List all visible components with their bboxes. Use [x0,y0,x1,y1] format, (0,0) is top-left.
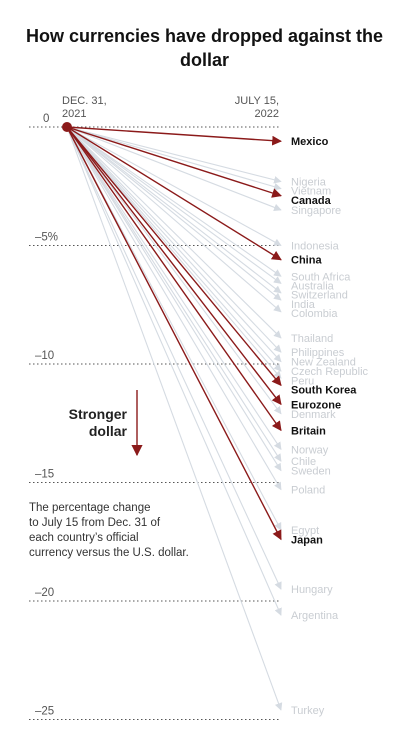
series-label-argentina: Argentina [291,610,339,622]
series-arrow-philippines [66,126,282,353]
series-label-hungary: Hungary [291,584,333,596]
series-label-mexico: Mexico [291,136,329,148]
series-label-eurozone: Eurozone [291,399,341,411]
y-tick-label: –5% [35,232,58,244]
series-label-peru: Peru [291,375,314,387]
gridlines [29,126,281,720]
y-axis-ticks: 0 –5% –10 –15 –20 –25 [35,113,58,718]
series-arrow-indonesia [66,126,282,246]
series-label-japan: Japan [291,534,323,546]
series-label-vietnam: Vietnam [291,186,331,198]
series-label-sweden: Sweden [291,466,331,478]
series-arrow-china [66,126,282,261]
y-tick-label: –15 [35,469,54,481]
series-arrow-australia [66,126,282,284]
series-label-canada: Canada [291,195,332,207]
note-line1: The percentage change [29,502,150,514]
series-label-south-korea: South Korea [291,385,357,397]
series-label-britain: Britain [291,425,326,437]
series-label-india: India [291,299,316,311]
series-arrow-denmark [66,126,282,415]
series-arrow-south-africa [66,126,282,277]
highlighted-series: Mexico Canada China South Korea Eurozone Brit… [66,126,357,546]
series-arrow-india [66,126,282,301]
end-date-line2: 2022 [255,108,279,120]
series-label-czech-republic: Czech Republic [291,366,369,378]
date-labels: DEC. 31, 2021 JULY 15, 2022 [62,95,279,120]
series-label-poland: Poland [291,485,325,497]
series-label-new-zealand: New Zealand [291,357,356,369]
series-arrow-vietnam [66,126,282,191]
note-line4: currency versus the U.S. dollar. [29,547,189,559]
chart-note: The percentage change to July 15 from De… [29,502,189,559]
series-label-singapore: Singapore [291,205,341,217]
y-tick-label: –10 [35,350,54,362]
series-arrow-sweden [66,126,282,472]
chart-title: How currencies have dropped against the … [25,26,384,70]
series-arrow-south-korea [66,126,282,387]
annotation-line1: Stronger [69,406,128,422]
series-arrow-japan [66,126,282,541]
series-arrow-canada [66,126,282,198]
series-label-denmark: Denmark [291,409,336,421]
series-arrow-new-zealand [66,126,282,363]
y-tick-label: 0 [43,113,49,125]
series-label-indonesia: Indonesia [291,241,340,253]
y-tick-label: –25 [35,706,54,718]
series-label-norway: Norway [291,444,329,456]
series-arrow-norway [66,126,282,450]
series-label-nigeria: Nigeria [291,177,327,189]
annotation-line2: dollar [89,423,128,439]
series-arrow-thailand [66,126,282,339]
series-arrow-mexico [66,126,282,146]
series-label-egypt: Egypt [291,525,319,537]
series-label-colombia: Colombia [291,308,338,320]
stronger-dollar-annotation: Stronger dollar [69,390,143,457]
series-label-switzerland: Switzerland [291,290,348,302]
series-arrow-britain [66,126,282,432]
series-arrow-colombia [66,126,282,313]
series-label-philippines: Philippines [291,347,345,359]
note-line2: to July 15 from Dec. 31 of [29,517,161,529]
series-label-south-africa: South Africa [291,271,351,283]
series-arrow-poland [66,126,282,491]
series-label-thailand: Thailand [291,333,333,345]
series-arrow-argentina [66,126,282,616]
note-line3: each country’s official [29,532,139,544]
end-date-line1: JULY 15, [235,95,279,107]
series-arrow-turkey [66,126,283,711]
origin-dot [62,122,72,132]
start-date-line2: 2021 [62,108,86,120]
series-arrow-hungary [66,126,282,590]
series-arrow-egypt [66,126,282,531]
series-arrow-czech-republic [66,126,282,372]
series-arrow-nigeria [66,126,282,184]
series-arrow-switzerland [66,126,282,294]
series-arrow-peru [66,126,282,379]
series-label-china: China [291,255,322,267]
series-arrow-chile [66,126,282,462]
series-arrow-eurozone [66,126,282,406]
series-arrow-singapore [66,126,282,212]
series-label-turkey: Turkey [291,705,325,717]
y-tick-label: –20 [35,587,54,599]
start-date-line1: DEC. 31, [62,95,107,107]
series-label-chile: Chile [291,456,316,468]
series-label-australia: Australia [291,281,335,293]
